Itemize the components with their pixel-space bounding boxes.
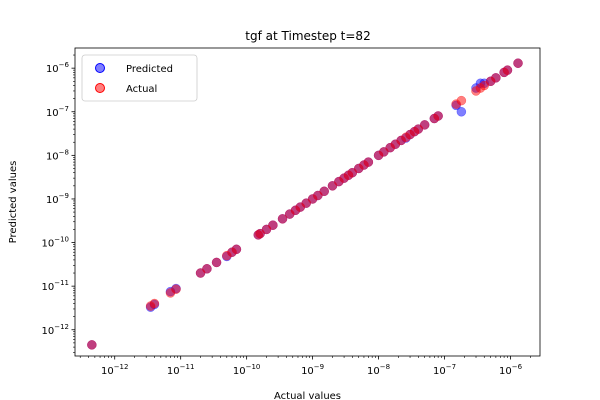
data-point-actual: [319, 186, 329, 197]
y-tick-label: 10−8: [46, 148, 69, 162]
data-point-actual: [363, 157, 374, 167]
data-point-actual: [433, 111, 443, 121]
ticks-layer: 10−12 10−11 10−10 10−9 10−8 10−7 10−6 10−12 10−1…: [41, 54, 531, 377]
data-point-actual: [456, 95, 467, 106]
data-point-actual: [231, 244, 242, 255]
y-tick-label: 10−11: [41, 279, 69, 293]
data-point-actual: [513, 58, 523, 68]
data-point-actual: [171, 284, 181, 294]
y-tick-label: 10−10: [41, 236, 69, 250]
y-tick-label: 10−12: [41, 323, 69, 337]
x-tick-label: 10−9: [301, 363, 324, 377]
x-tick-label: 10−8: [367, 363, 390, 377]
chart-title: tgf at Timestep t=82: [245, 29, 370, 43]
legend-marker-predicted: [95, 63, 105, 73]
data-point-actual: [202, 264, 212, 274]
data-point-actual: [502, 65, 513, 75]
y-tick-label: 10−9: [46, 192, 69, 206]
x-tick-label: 10−11: [167, 363, 195, 377]
data-point-predicted: [456, 107, 467, 117]
y-tick-label: 10−7: [46, 105, 69, 119]
data-point-actual: [277, 214, 288, 224]
x-tick-label: 10−10: [233, 363, 261, 377]
y-tick-label: 10−6: [46, 61, 70, 75]
data-point-actual: [211, 257, 222, 268]
legend-label-predicted: Predicted: [126, 64, 173, 75]
data-point-actual: [268, 220, 278, 230]
data-point-actual: [419, 120, 430, 130]
points-layer: [87, 58, 523, 350]
y-axis-label: Predicted values: [8, 161, 19, 244]
x-axis-label: Actual values: [274, 391, 341, 400]
data-point-actual: [87, 340, 97, 350]
x-tick-label: 10−12: [101, 363, 129, 377]
legend-label-actual: Actual: [126, 84, 157, 95]
data-point-actual: [491, 73, 501, 83]
legend-marker-actual: [95, 83, 105, 93]
data-point-actual: [149, 298, 160, 309]
legend: Predicted Actual: [81, 54, 198, 102]
legend-box: [81, 54, 198, 102]
x-tick-label: 10−6: [499, 363, 523, 377]
plot-frame: [74, 47, 541, 357]
x-tick-label: 10−7: [433, 363, 456, 377]
